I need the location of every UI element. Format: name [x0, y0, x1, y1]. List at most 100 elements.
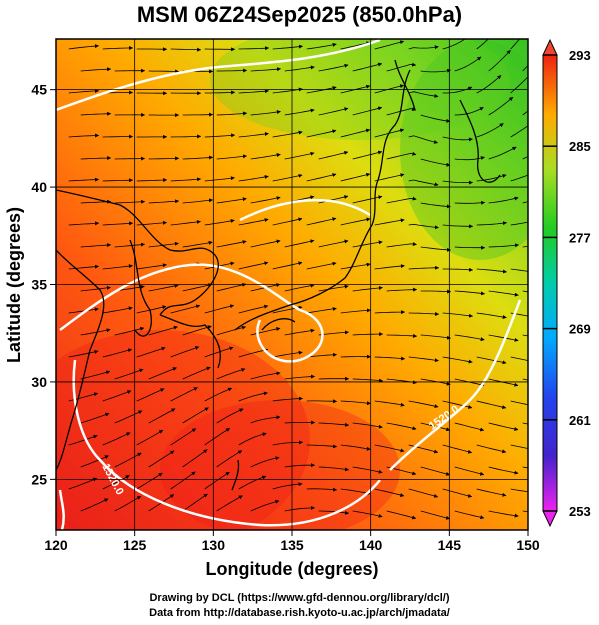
streamline [454, 334, 485, 342]
streamline [306, 129, 337, 138]
streamline [204, 176, 235, 182]
streamline [68, 434, 98, 446]
streamline [318, 466, 349, 472]
streamline [148, 408, 176, 424]
streamline [238, 432, 267, 446]
streamline [510, 221, 528, 226]
streamline [510, 444, 528, 449]
streamline [442, 312, 473, 318]
streamline [170, 471, 196, 490]
streamline [182, 493, 208, 512]
streamline [250, 415, 281, 424]
streamline [170, 387, 198, 402]
streamline [80, 285, 111, 292]
x-tick-label: 145 [438, 537, 462, 553]
streamline [420, 114, 451, 123]
streamline [148, 156, 180, 161]
y-axis-ticks: 25 30 35 40 45 [31, 82, 56, 487]
streamline [306, 306, 337, 314]
grid [56, 39, 528, 530]
streamline [306, 217, 337, 226]
streamline [408, 179, 439, 187]
map-field [56, 39, 528, 530]
streamline [352, 466, 383, 474]
streamline [102, 45, 134, 50]
streamline [420, 246, 451, 252]
streamline [216, 197, 247, 204]
streamline [182, 155, 214, 160]
streamline [204, 218, 235, 226]
streamline [250, 371, 281, 380]
colorbar-tick-label: 261 [569, 413, 591, 428]
streamline [454, 510, 485, 520]
streamline [204, 387, 233, 402]
colorbar-tick-label: 293 [569, 48, 591, 63]
streamline [488, 510, 519, 518]
streamline [136, 263, 167, 270]
streamline [272, 130, 303, 138]
streamline [306, 261, 337, 270]
streamline [170, 428, 197, 446]
streamline [318, 239, 349, 248]
streamline [522, 64, 528, 72]
streamline [272, 396, 303, 402]
colorbar-tick-label: 285 [569, 139, 591, 154]
streamline [442, 488, 473, 498]
streamline [374, 173, 405, 182]
streamline [408, 91, 439, 98]
streamline [272, 482, 303, 490]
streamline [114, 242, 145, 248]
streamline [80, 498, 109, 512]
x-tick-label: 120 [44, 537, 68, 553]
streamline [420, 158, 451, 167]
colorbar-tick-label: 269 [569, 322, 591, 337]
streamline [476, 268, 507, 274]
streamline [408, 311, 440, 316]
streamline [238, 218, 269, 226]
streamline [238, 89, 269, 94]
streamline [352, 285, 383, 292]
streamline [476, 312, 507, 320]
streamline [352, 422, 383, 429]
coastlines [56, 59, 501, 491]
colorbar-ticks: 293 285 277 269 261 253 [543, 48, 591, 519]
streamline [80, 67, 112, 72]
streamline [284, 108, 315, 116]
streamline [148, 283, 179, 292]
streamline [250, 327, 281, 336]
streamline [340, 128, 371, 138]
streamline [148, 241, 179, 248]
streamline [148, 69, 180, 74]
streamline [102, 221, 134, 226]
streamline [114, 368, 144, 380]
streamline [284, 420, 316, 425]
streamline [454, 107, 484, 116]
streamline [306, 86, 337, 94]
streamline [204, 133, 236, 138]
credit-drawing: Drawing by DCL (https://www.gfd-dennou.o… [149, 592, 450, 604]
y-tick-label: 40 [31, 179, 47, 195]
streamline [510, 400, 528, 406]
streamline [284, 505, 315, 512]
streamline [352, 62, 383, 72]
streamline [374, 444, 405, 453]
streamline [420, 510, 451, 520]
streamline [284, 151, 315, 160]
streamline [216, 240, 247, 248]
streamline [284, 65, 315, 72]
streamline [442, 356, 473, 364]
streamline [420, 378, 451, 386]
streamline [318, 150, 349, 160]
streamline [454, 466, 485, 476]
streamline [250, 196, 281, 204]
streamline [80, 156, 112, 161]
colorbar [542, 38, 558, 528]
streamline [306, 444, 338, 449]
x-tick-label: 125 [123, 537, 147, 553]
streamline [386, 196, 417, 204]
y-axis-label: Latitude (degrees) [4, 207, 24, 363]
streamline [318, 195, 349, 204]
y-tick-label: 30 [31, 374, 47, 390]
streamline [238, 261, 269, 270]
streamline [352, 332, 384, 337]
